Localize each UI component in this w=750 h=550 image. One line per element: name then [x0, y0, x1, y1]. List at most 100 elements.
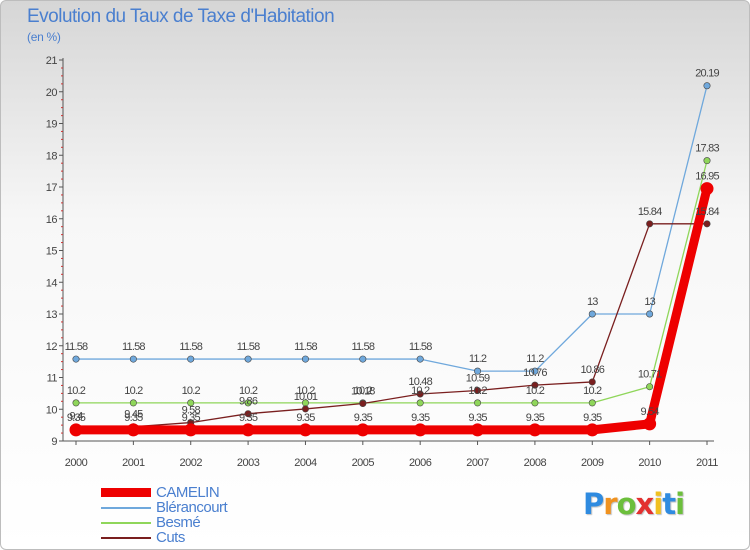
data-label-besme: 10.2: [124, 385, 143, 397]
data-point-blerancourt: [416, 355, 424, 363]
data-point-blerancourt: [187, 355, 195, 363]
data-label-besme: 10.2: [526, 385, 545, 397]
data-label-cuts: 9.86: [239, 396, 258, 408]
data-label-camelin: 9.35: [411, 412, 430, 424]
data-point-camelin: [585, 423, 599, 437]
logo-letter: x: [635, 487, 655, 521]
data-point-blerancourt: [301, 355, 309, 363]
data-label-camelin: 9.35: [296, 412, 315, 424]
data-label-blerancourt: 11.2: [526, 353, 544, 365]
data-label-camelin: 9.35: [67, 412, 86, 424]
data-point-blerancourt: [129, 355, 137, 363]
legend-label-cuts: Cuts: [156, 529, 185, 546]
data-label-camelin: 9.35: [124, 412, 143, 424]
data-label-cuts: 15.84: [695, 206, 719, 218]
data-label-cuts: 10.59: [466, 373, 490, 385]
data-label-cuts: 10.86: [581, 364, 605, 376]
y-tick-label: 20: [46, 87, 58, 99]
data-point-camelin: [69, 423, 83, 437]
data-label-blerancourt: 11.58: [122, 341, 145, 353]
y-tick-label: 12: [46, 341, 58, 353]
data-label-blerancourt: 13: [644, 296, 655, 308]
data-point-besme: [72, 399, 80, 407]
legend-swatch-cuts: [101, 536, 151, 539]
data-label-cuts: 9.45: [124, 409, 143, 421]
data-point-cuts: [474, 387, 482, 395]
logo-letter: t: [662, 487, 676, 521]
logo-letter: o: [616, 487, 637, 521]
data-point-camelin: [241, 423, 255, 437]
data-point-besme: [244, 399, 252, 407]
data-label-blerancourt: 11.58: [179, 341, 202, 353]
y-tick-label: 21: [46, 55, 58, 67]
data-point-cuts: [703, 220, 711, 228]
data-label-besme: 10.2: [354, 385, 373, 397]
data-point-blerancourt: [531, 367, 539, 375]
data-point-camelin: [356, 423, 370, 437]
x-tick-label: 2011: [696, 457, 718, 469]
data-point-besme: [588, 399, 596, 407]
data-label-besme: 10.2: [411, 385, 430, 397]
series-line-cuts: [75, 223, 708, 429]
data-label-cuts: 10.18: [351, 386, 375, 398]
data-point-blerancourt: [703, 82, 711, 90]
data-label-blerancourt: 11.58: [65, 341, 88, 353]
data-point-blerancourt: [588, 310, 596, 318]
data-label-camelin: 9.35: [182, 412, 201, 424]
x-tick-label: 2010: [638, 457, 661, 469]
data-label-besme: 10.2: [182, 385, 201, 397]
data-point-camelin: [700, 182, 714, 196]
y-tick-label: 19: [46, 119, 58, 131]
series-line-camelin: [71, 184, 712, 435]
data-label-blerancourt: 11.2: [469, 353, 487, 365]
data-point-blerancourt: [359, 355, 367, 363]
y-tick-label: 10: [46, 404, 58, 416]
data-label-blerancourt: 13: [587, 296, 598, 308]
logo-letter: P: [583, 487, 604, 521]
chart-subtitle: (en %): [27, 30, 61, 44]
legend-swatch-blerancourt: [101, 506, 151, 509]
data-label-besme: 10.2: [67, 385, 86, 397]
y-tick-label: 11: [47, 373, 58, 385]
x-tick-label: 2003: [237, 457, 260, 469]
data-point-camelin: [643, 417, 657, 431]
data-label-cuts: 10.76: [523, 367, 547, 379]
logo-letter: i: [675, 487, 685, 521]
data-point-cuts: [301, 405, 309, 413]
data-point-cuts: [588, 378, 596, 386]
data-label-besme: 10.2: [583, 385, 602, 397]
data-point-besme: [129, 399, 137, 407]
x-tick-label: 2001: [122, 457, 145, 469]
data-label-besme: 17.83: [695, 143, 719, 155]
data-point-camelin: [184, 423, 198, 437]
x-tick-label: 2009: [581, 457, 604, 469]
data-label-blerancourt: 11.58: [409, 341, 432, 353]
data-label-camelin: 9.35: [526, 412, 545, 424]
data-label-camelin: 9.35: [354, 412, 373, 424]
data-label-camelin: 9.35: [583, 412, 602, 424]
data-point-blerancourt: [244, 355, 252, 363]
data-label-blerancourt: 20.19: [695, 68, 719, 80]
proxiti-logo: Proxiti: [583, 487, 685, 521]
legend-label-besme: Besmé: [156, 514, 201, 531]
x-tick-label: 2005: [352, 457, 375, 469]
data-point-camelin: [413, 423, 427, 437]
data-label-camelin: 9.54: [641, 406, 660, 418]
series-line-blerancourt: [75, 85, 708, 372]
data-label-besme: 10.2: [239, 385, 258, 397]
y-tick-label: 14: [46, 277, 58, 289]
x-tick-label: 2000: [65, 457, 88, 469]
x-tick-label: 2006: [409, 457, 432, 469]
y-tick-label: 15: [46, 246, 58, 258]
data-point-camelin: [126, 423, 140, 437]
data-label-cuts: 9.58: [182, 405, 201, 417]
data-label-besme: 10.71: [638, 369, 662, 381]
x-tick-label: 2004: [294, 457, 317, 469]
x-tick-label: 2002: [179, 457, 202, 469]
data-label-besme: 10.2: [296, 385, 315, 397]
data-label-cuts: 10.01: [294, 391, 318, 403]
data-label-camelin: 9.35: [239, 412, 258, 424]
data-label-blerancourt: 11.58: [237, 341, 260, 353]
